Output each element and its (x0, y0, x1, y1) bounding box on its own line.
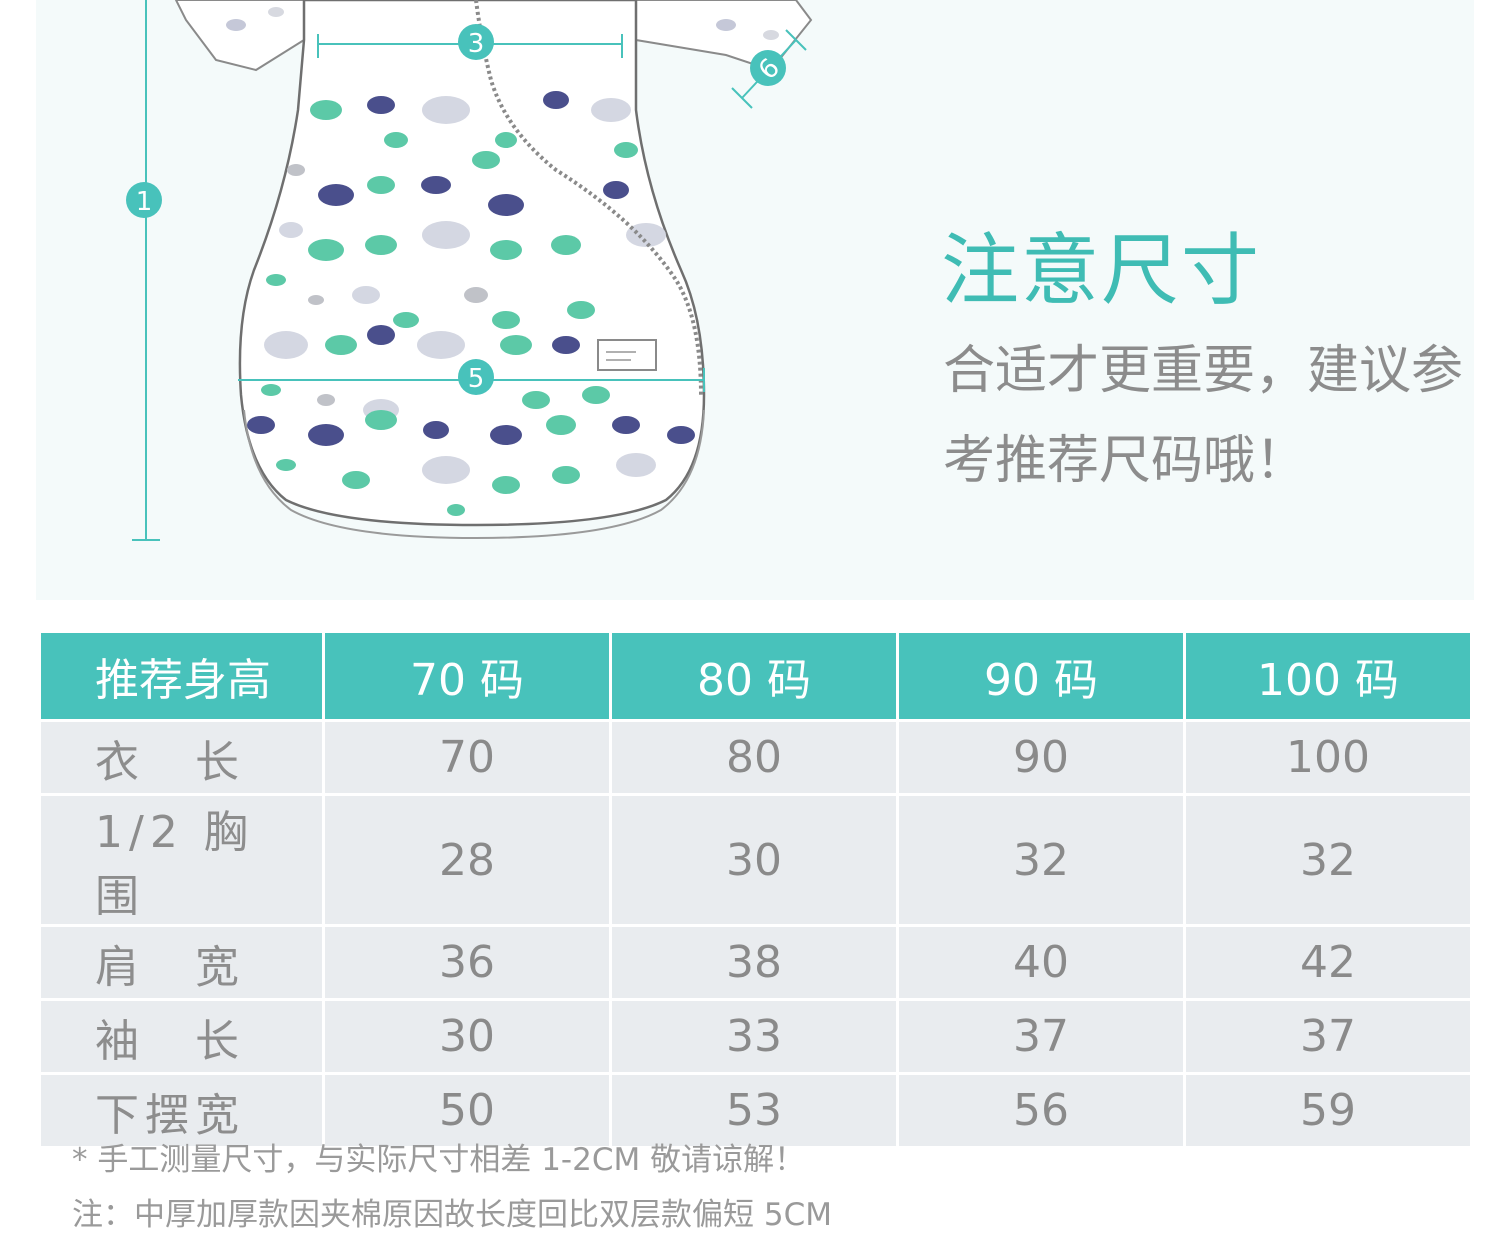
table-header-row: 推荐身高 70 码 80 码 90 码 100 码 (41, 633, 1470, 719)
marker-1-label: 1 (136, 187, 153, 217)
measure-6-sleeve: 6 (731, 29, 807, 109)
sleeping-bag-body (238, 0, 706, 527)
notice-text: 合适才更重要，建议参考推荐尺码哦！ (943, 341, 1464, 491)
marker-3-label: 3 (468, 29, 485, 59)
row-label-hem-width: 下摆宽 (41, 1075, 322, 1146)
table-cell: 32 (899, 796, 1183, 924)
table-row: 肩 宽 36 38 40 42 (41, 927, 1470, 998)
header-recommended-height: 推荐身高 (41, 633, 322, 719)
table-row: 衣 长 70 80 90 100 (41, 722, 1470, 793)
footnote-thickness: 注：中厚加厚款因夹棉原因故长度回比双层款偏短 5CM (72, 1197, 832, 1233)
right-sleeve (635, 0, 813, 72)
row-label-sleeve: 袖 长 (41, 1001, 322, 1072)
row-label-half-chest: 1/2 胸 围 (41, 796, 322, 924)
table-cell: 50 (325, 1075, 609, 1146)
table-cell: 37 (899, 1001, 1183, 1072)
table-cell: 90 (899, 722, 1183, 793)
table-cell: 70 (325, 722, 609, 793)
hero-panel: 1 3 5 6 注意尺寸 合适才更重要，建议参考推荐尺码哦！ (36, 0, 1474, 600)
left-sleeve (174, 0, 338, 72)
table-cell: 37 (1186, 1001, 1470, 1072)
table-cell: 33 (612, 1001, 896, 1072)
table-cell: 100 (1186, 722, 1470, 793)
table-row: 下摆宽 50 53 56 59 (41, 1075, 1470, 1146)
row-label-length: 衣 长 (41, 722, 322, 793)
table-cell: 53 (612, 1075, 896, 1146)
footnote-measurement: * 手工测量尺寸，与实际尺寸相差 1-2CM 敬请谅解！ (72, 1142, 806, 1178)
notice-title: 注意尺寸 (941, 226, 1262, 316)
table-cell: 28 (325, 796, 609, 924)
header-size-70: 70 码 (325, 633, 609, 719)
table-row: 袖 长 30 33 37 37 (41, 1001, 1470, 1072)
table-cell: 56 (899, 1075, 1183, 1146)
label-tag (597, 339, 657, 371)
header-size-80: 80 码 (612, 633, 896, 719)
size-chart-table: 推荐身高 70 码 80 码 90 码 100 码 衣 长 70 80 90 1… (38, 630, 1473, 1149)
table-cell: 38 (612, 927, 896, 998)
header-size-100: 100 码 (1186, 633, 1470, 719)
table-cell: 42 (1186, 927, 1470, 998)
row-label-shoulder: 肩 宽 (41, 927, 322, 998)
table-cell: 32 (1186, 796, 1470, 924)
whale-pattern (247, 91, 695, 516)
table-cell: 40 (899, 927, 1183, 998)
table-cell: 80 (612, 722, 896, 793)
measure-1-length: 1 (126, 0, 162, 541)
table-cell: 59 (1186, 1075, 1470, 1146)
sleeping-bag-illustration: 1 3 5 6 (126, 0, 813, 541)
header-size-90: 90 码 (899, 633, 1183, 719)
table-cell: 36 (325, 927, 609, 998)
marker-5-label: 5 (468, 364, 485, 394)
table-row: 1/2 胸 围 28 30 32 32 (41, 796, 1470, 924)
table-cell: 30 (325, 1001, 609, 1072)
table-cell: 30 (612, 796, 896, 924)
measure-5-hem: 5 (238, 359, 705, 395)
measure-3-shoulder: 3 (317, 24, 623, 60)
